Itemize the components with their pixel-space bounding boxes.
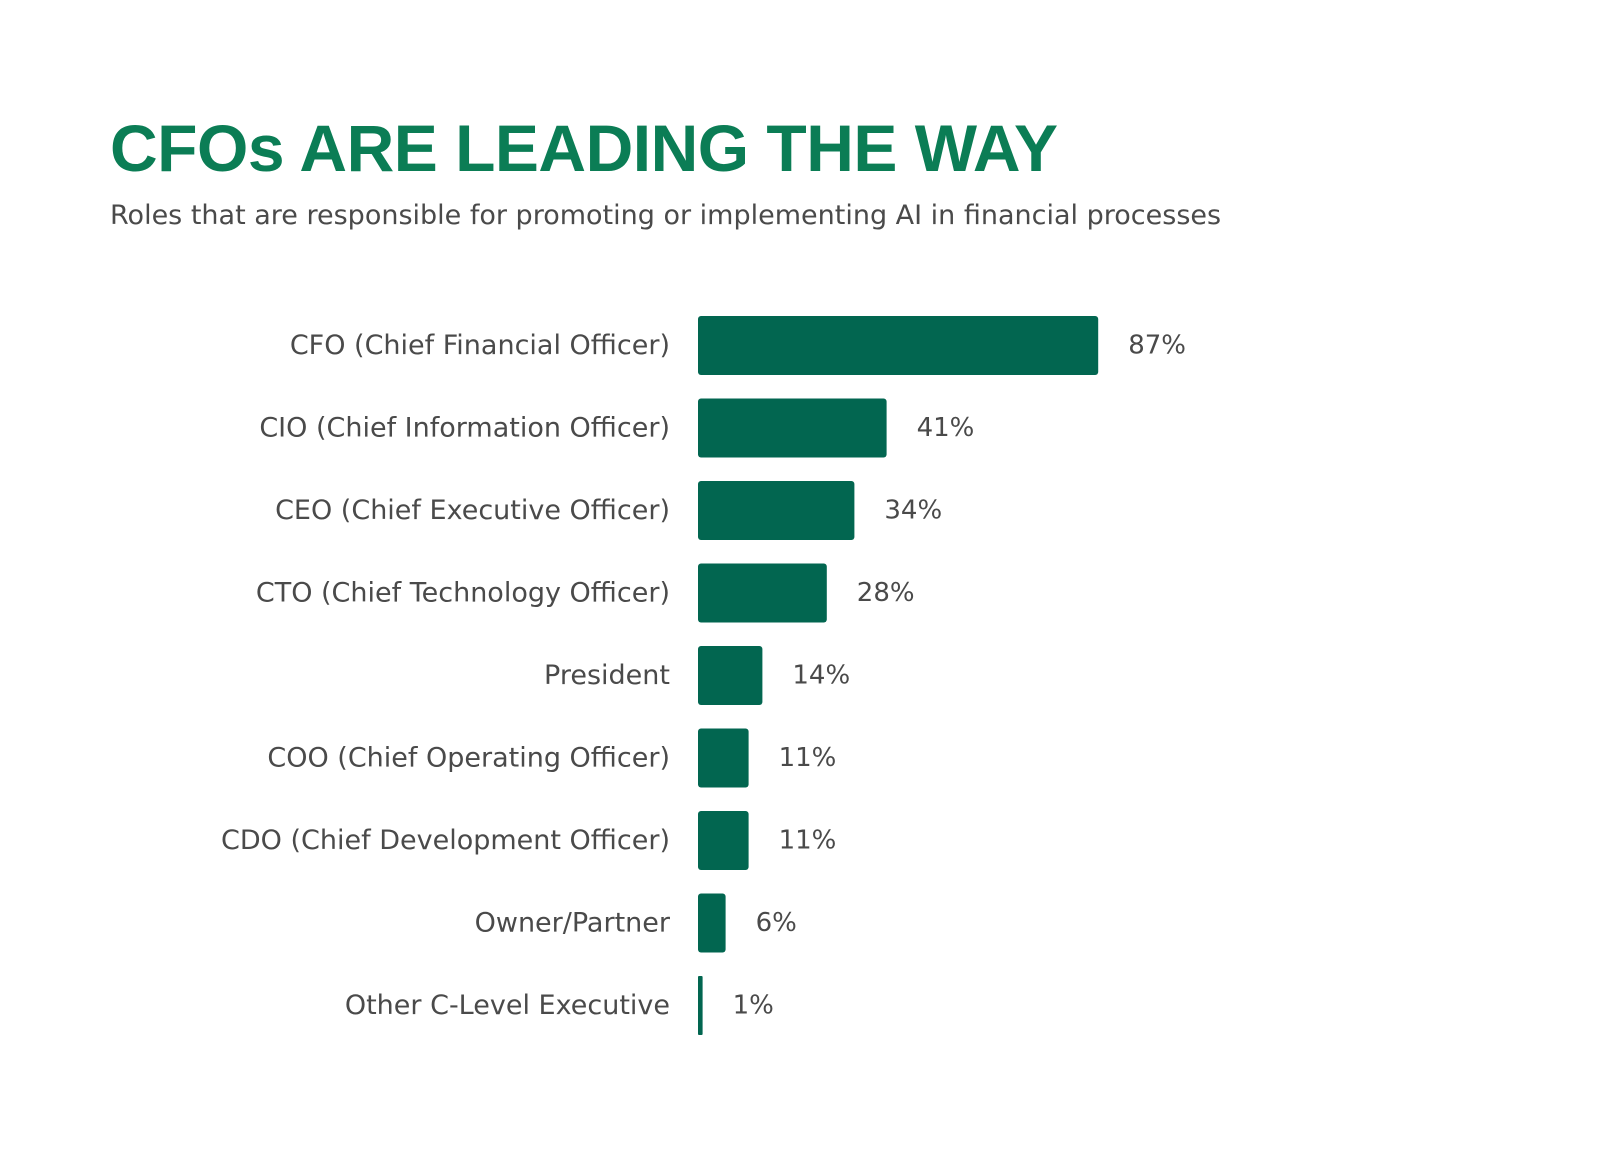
category-label: CEO (Chief Executive Officer) bbox=[275, 495, 670, 526]
category-label: CFO (Chief Financial Officer) bbox=[290, 330, 670, 361]
category-label: CTO (Chief Technology Officer) bbox=[256, 578, 670, 609]
bar-7 bbox=[698, 893, 726, 953]
bar-6 bbox=[698, 811, 749, 870]
category-label: Other C-Level Executive bbox=[345, 990, 670, 1021]
bar-0 bbox=[698, 316, 1099, 375]
bar-5 bbox=[698, 728, 749, 788]
value-label: 34% bbox=[884, 496, 942, 526]
value-label: 11% bbox=[779, 826, 837, 856]
bar-8 bbox=[698, 976, 703, 1035]
bar-1 bbox=[698, 398, 887, 458]
category-label: CIO (Chief Information Officer) bbox=[259, 413, 670, 444]
bar-2 bbox=[698, 481, 855, 540]
chart-subtitle: Roles that are responsible for promoting… bbox=[110, 200, 1222, 231]
value-label: 6% bbox=[756, 908, 797, 938]
chart-title: CFOs ARE LEADING THE WAY bbox=[110, 111, 1058, 185]
value-label: 28% bbox=[857, 578, 915, 608]
value-label: 11% bbox=[779, 743, 837, 773]
category-label: President bbox=[544, 660, 670, 691]
value-label: 1% bbox=[733, 991, 774, 1021]
category-label: CDO (Chief Development Officer) bbox=[221, 825, 670, 856]
bar-4 bbox=[698, 646, 763, 705]
value-label: 14% bbox=[792, 661, 850, 691]
value-label: 87% bbox=[1128, 331, 1186, 361]
bar-3 bbox=[698, 563, 827, 623]
category-label: COO (Chief Operating Officer) bbox=[267, 743, 670, 774]
value-label: 41% bbox=[917, 413, 975, 443]
category-label: Owner/Partner bbox=[475, 908, 671, 939]
